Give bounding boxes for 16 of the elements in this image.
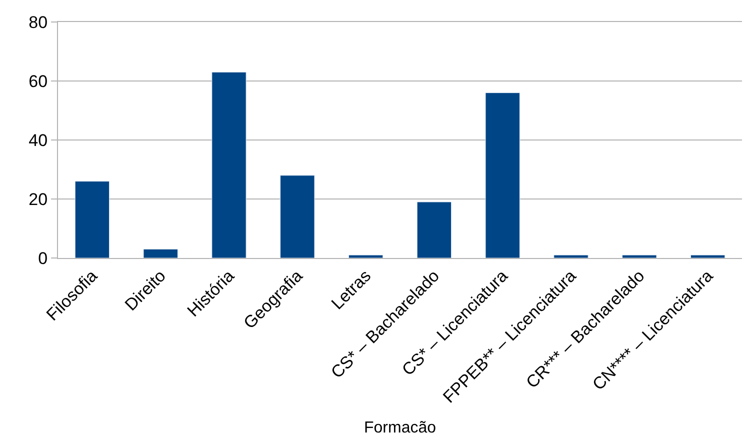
bar [622, 254, 657, 258]
bar [554, 254, 588, 258]
bar [690, 254, 726, 258]
bar [212, 72, 246, 258]
bar [74, 181, 110, 258]
bar [485, 92, 520, 258]
y-tick-label: 0 [38, 248, 48, 268]
x-axis-title: Formacão [364, 419, 436, 436]
bar [280, 175, 315, 258]
y-tick-label: 40 [28, 130, 48, 150]
bar [143, 248, 178, 258]
bar [348, 254, 384, 258]
bar [416, 202, 452, 258]
y-tick-label: 80 [28, 12, 48, 32]
y-tick-label: 20 [28, 190, 48, 209]
y-tick-label: 60 [28, 72, 48, 91]
